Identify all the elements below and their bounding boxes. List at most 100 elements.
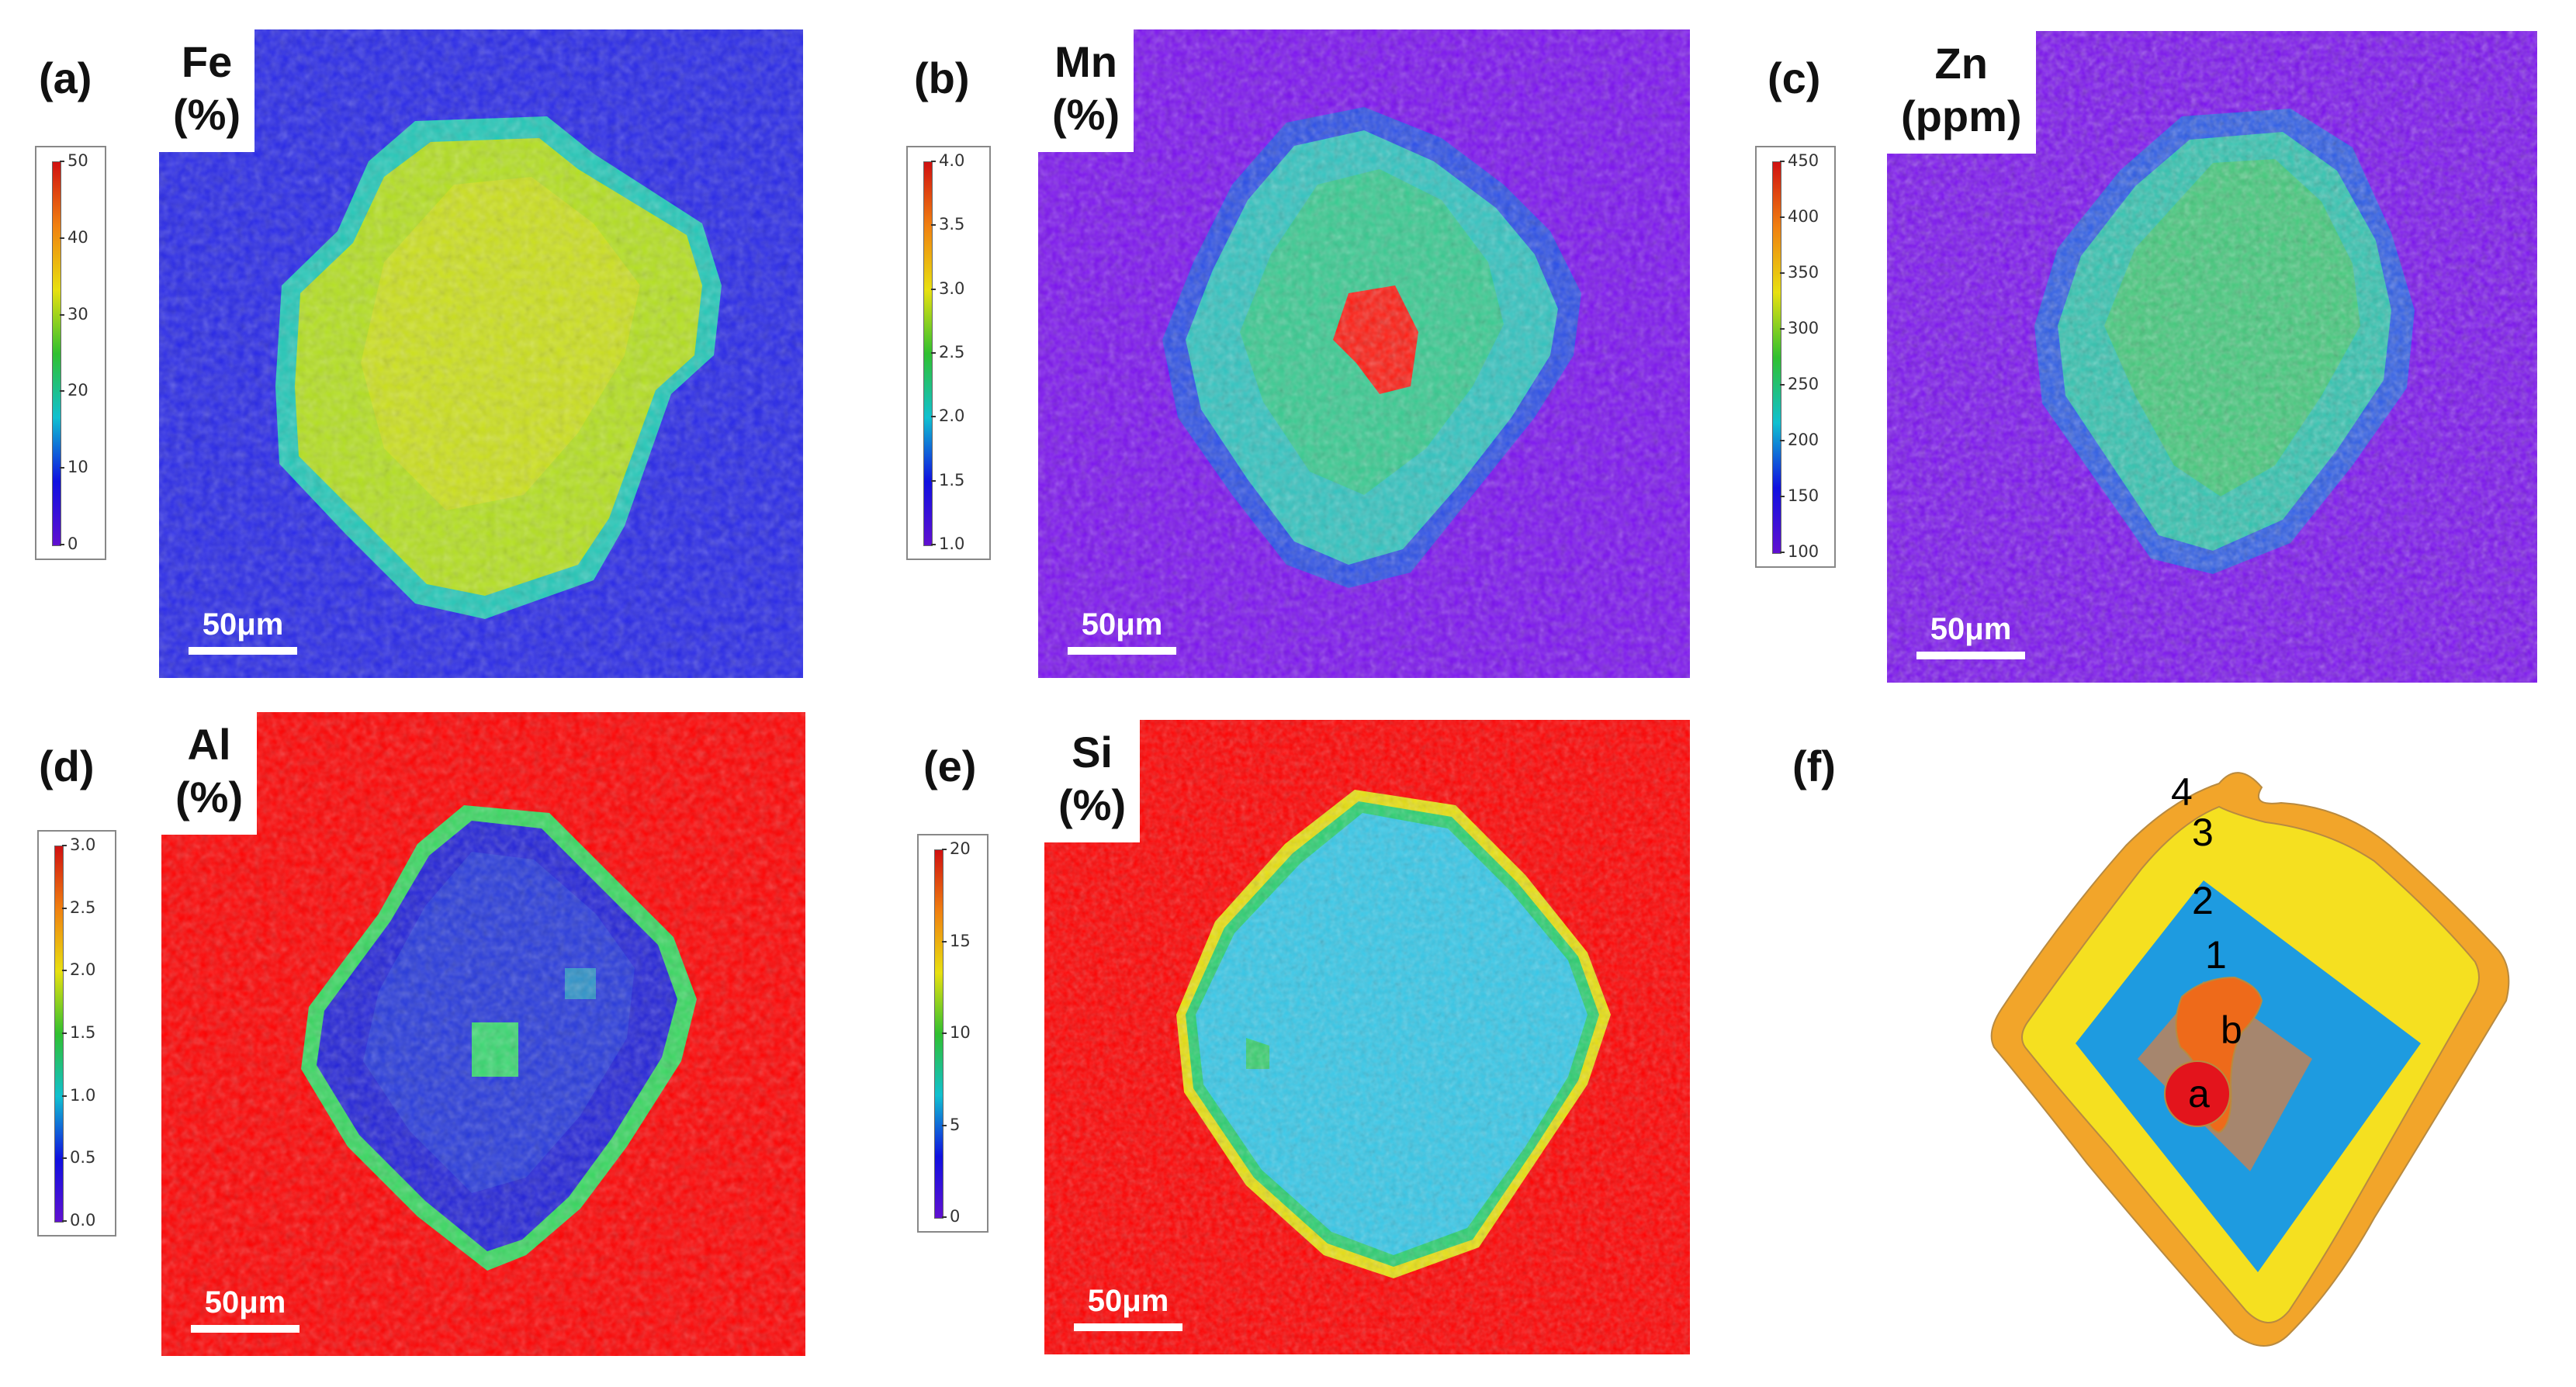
colorbar-tick-mark	[62, 907, 67, 909]
zone-label-a: a	[2188, 1072, 2210, 1115]
colorbar-tick-label: 0	[950, 1207, 961, 1226]
colorbar-tick-label: 1.0	[70, 1085, 96, 1105]
colorbar-tick-label: 4.0	[939, 151, 965, 170]
colorbar-tick-mark	[60, 161, 64, 162]
element-unit: (%)	[1058, 780, 1127, 829]
element-label-zn: Zn (ppm)	[1887, 31, 2036, 154]
al-grain-image	[161, 712, 805, 1356]
panel-label-a: (a)	[39, 54, 92, 102]
colorbar-tick-mark	[60, 237, 64, 239]
element-label-al: Al (%)	[161, 712, 258, 835]
element-unit: (%)	[1052, 90, 1120, 139]
colorbar-tick-mark	[931, 161, 936, 162]
colorbar-tick-label: 2.5	[939, 343, 965, 361]
colorbar-tick-label: 0.0	[70, 1211, 96, 1230]
colorbar-tick-mark	[1780, 384, 1785, 386]
colorbar-tick-label: 5	[950, 1115, 961, 1134]
fe-grain-image	[159, 29, 803, 678]
colorbar-tick-mark	[60, 313, 64, 316]
colorbar-tick-label: 2.0	[939, 406, 965, 426]
colorbar-si: 20 15 10 5 0	[917, 834, 989, 1233]
panel-label-e: (e)	[923, 742, 977, 790]
colorbar-tick-mark	[931, 352, 936, 354]
colorbar-tick-label: 1.5	[939, 470, 965, 489]
colorbar-al: 3.0 2.5 2.0 1.5 1.0 0.5 0.0	[37, 830, 116, 1237]
colorbar-tick-mark	[1780, 161, 1785, 162]
colorbar-tick-label: 350	[1788, 263, 1819, 282]
colorbar-tick-label: 3.0	[70, 835, 96, 854]
scale-bar-label: 50μm	[1081, 607, 1163, 642]
colorbar-tick-mark	[62, 1095, 67, 1097]
colorbar-tick-mark	[1780, 328, 1785, 330]
element-label-fe: Fe (%)	[159, 29, 255, 152]
colorbar-tick-mark	[942, 1032, 947, 1034]
colorbar-tick-label: 400	[1788, 207, 1819, 226]
zone-a	[2164, 1060, 2231, 1127]
colorbar-tick-label: 10	[68, 458, 88, 477]
colorbar-tick-mark	[931, 544, 936, 545]
zone-label-2: 2	[2192, 879, 2214, 922]
colorbar-tick-label: 1.5	[70, 1023, 96, 1042]
element-name: Al	[187, 720, 231, 769]
colorbar-tick-label: 0.5	[70, 1148, 96, 1167]
colorbar-tick-mark	[942, 849, 947, 850]
colorbar-tick-mark	[931, 416, 936, 418]
colorbar-tick-label: 2.5	[70, 898, 96, 917]
panel-label-b: (b)	[914, 54, 970, 102]
element-unit: (%)	[175, 773, 244, 821]
map-si: Si (%) 50μm	[1044, 720, 1690, 1354]
mn-grain-image	[1038, 29, 1690, 678]
colorbar-tick-label: 3.0	[939, 278, 965, 298]
colorbar-tick-mark	[1780, 440, 1785, 441]
colorbar-tick-label: 250	[1788, 375, 1819, 393]
colorbar-tick-mark	[62, 1220, 67, 1222]
element-name: Si	[1072, 728, 1113, 777]
element-name: Fe	[181, 37, 233, 86]
scale-bar-label: 50μm	[1087, 1284, 1169, 1318]
colorbar-tick-label: 20	[68, 381, 88, 400]
zone-label-1: 1	[2205, 933, 2227, 977]
zone-label-b: b	[2221, 1008, 2242, 1052]
zone-label-4: 4	[2171, 770, 2193, 814]
colorbar-tick-label: 150	[1788, 486, 1819, 505]
colorbar-tick-mark	[942, 940, 947, 943]
element-label-mn: Mn (%)	[1038, 29, 1134, 152]
map-mn: Mn (%) 50μm	[1038, 29, 1690, 678]
colorbar-fe: 50 40 30 20 10 0	[35, 146, 106, 560]
colorbar-tick-mark	[62, 970, 67, 972]
colorbar-tick-mark	[60, 544, 64, 545]
si-grain-image	[1044, 720, 1690, 1354]
colorbar-mn: 4.0 3.5 3.0 2.5 2.0 1.5 1.0	[906, 146, 991, 560]
scale-bar: 50μm	[1074, 1284, 1182, 1331]
colorbar-tick-label: 15	[950, 931, 971, 950]
colorbar-tick-label: 40	[68, 227, 88, 247]
colorbar-tick-mark	[1780, 552, 1785, 553]
colorbar-zn: 450 400 350 300 250 200 150 100	[1755, 146, 1836, 568]
zone-label-3: 3	[2192, 811, 2214, 854]
colorbar-tick-label: 10	[950, 1023, 971, 1042]
colorbar-tick-label: 300	[1788, 319, 1819, 337]
colorbar-tick-label: 100	[1788, 542, 1819, 561]
scale-bar: 50μm	[191, 1285, 299, 1333]
colorbar-tick-label: 2.0	[70, 960, 96, 980]
colorbar-tick-mark	[942, 1216, 947, 1218]
scale-bar-label: 50μm	[204, 1285, 286, 1320]
colorbar-tick-label: 50	[68, 151, 88, 170]
scale-bar: 50μm	[1916, 612, 2025, 659]
colorbar-tick-label: 30	[68, 304, 88, 323]
colorbar-tick-mark	[62, 1157, 67, 1160]
colorbar-tick-label: 3.5	[939, 215, 965, 234]
zone-b	[2175, 976, 2263, 1134]
element-name: Zn	[1934, 39, 1988, 88]
zonation-schematic: 4 3 2 1 b a	[1990, 770, 2510, 1347]
scale-bar: 50μm	[189, 607, 297, 655]
colorbar-tick-mark	[1780, 216, 1785, 218]
colorbar-tick-mark	[62, 845, 67, 846]
colorbar-tick-label: 450	[1788, 151, 1819, 170]
colorbar-tick-label: 0	[68, 534, 78, 553]
colorbar-tick-mark	[1780, 272, 1785, 274]
panel-label-d: (d)	[39, 742, 95, 790]
element-unit: (ppm)	[1901, 92, 2022, 140]
scale-bar: 50μm	[1068, 607, 1176, 655]
colorbar-tick-mark	[60, 467, 64, 469]
